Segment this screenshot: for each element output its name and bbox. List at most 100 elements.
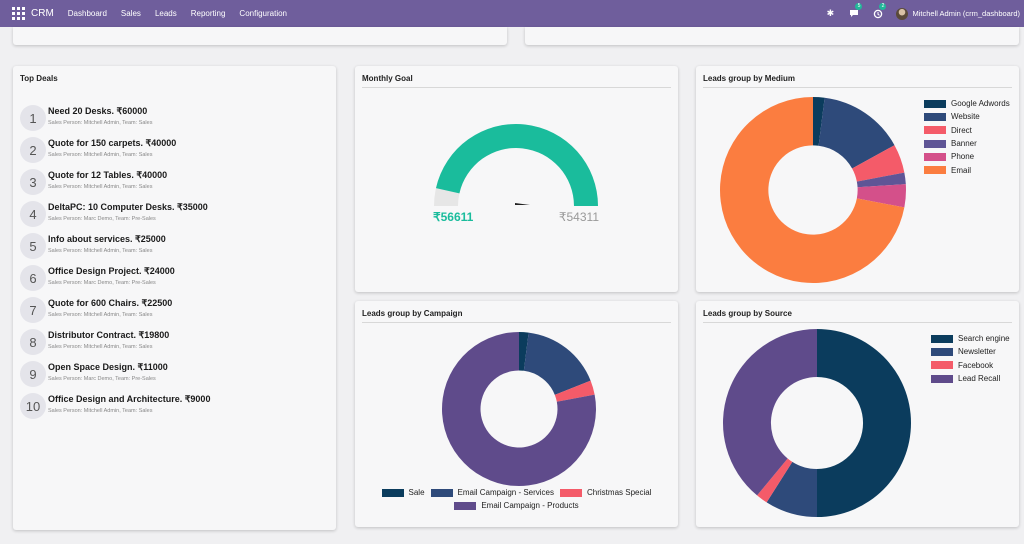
leads-campaign-title: Leads group by Campaign bbox=[362, 309, 463, 318]
monthly-goal-title: Monthly Goal bbox=[362, 74, 413, 83]
deal-item[interactable]: 5 Info about services. ₹25000 Sales Person… bbox=[20, 230, 320, 260]
legend-label: Banner bbox=[951, 139, 977, 149]
deal-item[interactable]: 1 Need 20 Desks. ₹60000 Sales Person: Mitc… bbox=[20, 102, 320, 132]
deal-title: DeltaPC: 10 Computer Desks. ₹35000 bbox=[48, 202, 208, 212]
deal-rank: 4 bbox=[20, 201, 46, 227]
legend-swatch bbox=[454, 501, 477, 510]
slice-google-adwords[interactable] bbox=[813, 97, 825, 146]
menu-dashboard[interactable]: Dashboard bbox=[67, 9, 107, 18]
legend-label: Email Campaign - Services bbox=[457, 488, 555, 498]
deal-item[interactable]: 8 Distributor Contract. ₹19800 Sales Perso… bbox=[20, 326, 320, 356]
leads-source-donut bbox=[723, 329, 911, 517]
legend-item[interactable]: Website bbox=[924, 110, 1010, 123]
goal-achieved-value: ₹56611 bbox=[433, 210, 474, 224]
divider bbox=[703, 322, 1012, 323]
menu-reporting[interactable]: Reporting bbox=[190, 9, 226, 18]
divider bbox=[703, 87, 1012, 88]
deal-rank: 2 bbox=[20, 137, 46, 163]
deal-subtitle: Sales Person: Marc Demo, Team: Pre-Sales bbox=[48, 376, 156, 382]
deal-subtitle: Sales Person: Mitchell Admin, Team: Sale… bbox=[48, 248, 153, 254]
menu-sales[interactable]: Sales bbox=[120, 9, 141, 18]
monthly-goal-card: Monthly Goal ₹56611 ₹54311 bbox=[355, 66, 678, 292]
avatar bbox=[896, 7, 909, 20]
deal-item[interactable]: 6 Office Design Project. ₹24000 Sales Pers… bbox=[20, 262, 320, 292]
legend-label: Sale bbox=[408, 488, 425, 498]
deal-title: Open Space Design. ₹11000 bbox=[48, 362, 168, 372]
activities-icon[interactable]: 2 bbox=[872, 2, 887, 20]
legend-label: Website bbox=[951, 112, 980, 122]
slice-sale[interactable] bbox=[519, 332, 529, 371]
menu-configuration[interactable]: Configuration bbox=[239, 9, 288, 18]
leads-source-card: Leads group by Source Search engine Newsl… bbox=[696, 301, 1019, 527]
slice-phone[interactable] bbox=[856, 184, 906, 208]
legend-item[interactable]: Email bbox=[924, 163, 1010, 176]
previous-card-right bbox=[525, 27, 1019, 45]
legend-label: Email bbox=[951, 165, 972, 175]
deal-title: Office Design Project. ₹24000 bbox=[48, 266, 175, 276]
goal-target-value: ₹54311 bbox=[559, 210, 599, 224]
slice-website[interactable] bbox=[818, 97, 895, 169]
divider bbox=[362, 322, 671, 323]
leads-campaign-legend: Sale Email Campaign - Services Christmas S… bbox=[365, 486, 668, 513]
deal-item[interactable]: 2 Quote for 150 carpets. ₹40000 Sales Pers… bbox=[20, 134, 320, 164]
user-menu[interactable]: Mitchell Admin (crm_dashboard) bbox=[896, 7, 1020, 20]
deal-title: Need 20 Desks. ₹60000 bbox=[48, 106, 148, 116]
deal-rank: 8 bbox=[20, 329, 46, 355]
bug-icon[interactable]: ✱ bbox=[826, 8, 835, 18]
legend-item[interactable]: Google Adwords bbox=[924, 97, 1010, 110]
legend-label: Google Adwords bbox=[951, 99, 1010, 109]
slice-email-campaign-products[interactable] bbox=[442, 332, 596, 486]
leads-medium-card: Leads group by Medium Google Adwords Webs… bbox=[696, 66, 1019, 292]
deal-item[interactable]: 7 Quote for 600 Chairs. ₹22500 Sales Perso… bbox=[20, 294, 320, 324]
slice-christmas-special[interactable] bbox=[554, 380, 595, 402]
legend-swatch bbox=[931, 347, 953, 356]
slice-banner[interactable] bbox=[856, 172, 906, 188]
legend-item[interactable]: Phone bbox=[924, 150, 1010, 163]
legend-item[interactable]: Email Campaign - Products bbox=[454, 499, 579, 512]
menu-leads[interactable]: Leads bbox=[154, 9, 177, 18]
apps-menu-icon[interactable] bbox=[10, 6, 26, 22]
legend-item[interactable]: Search engine bbox=[931, 332, 1010, 345]
slice-direct[interactable] bbox=[852, 145, 905, 182]
slice-facebook[interactable] bbox=[757, 458, 793, 503]
legend-swatch bbox=[430, 488, 453, 497]
legend-item[interactable]: Banner bbox=[924, 137, 1010, 150]
slice-search-engine[interactable] bbox=[817, 329, 911, 517]
gauge-needle bbox=[515, 203, 530, 205]
activities-badge: 2 bbox=[879, 2, 887, 10]
deal-title: Quote for 600 Chairs. ₹22500 bbox=[48, 298, 173, 308]
app-brand[interactable]: CRM bbox=[31, 8, 54, 19]
legend-item[interactable]: Lead Recall bbox=[931, 372, 1010, 385]
legend-item[interactable]: Newsletter bbox=[931, 345, 1010, 358]
leads-medium-donut bbox=[720, 97, 906, 283]
previous-card-left bbox=[13, 27, 507, 45]
legend-item[interactable]: Sale bbox=[381, 486, 425, 499]
messages-icon[interactable]: 5 bbox=[848, 2, 863, 20]
legend-label: Email Campaign - Products bbox=[481, 501, 579, 511]
deal-item[interactable]: 3 Quote for 12 Tables. ₹40000 Sales Person… bbox=[20, 166, 320, 196]
top-navbar: CRM Dashboard Sales Leads Reporting Conf… bbox=[0, 0, 1024, 27]
legend-swatch bbox=[931, 361, 953, 370]
deal-subtitle: Sales Person: Marc Demo, Team: Pre-Sales bbox=[48, 216, 156, 222]
monthly-goal-gauge: ₹56611 ₹54311 bbox=[433, 124, 599, 224]
legend-item[interactable]: Direct bbox=[924, 124, 1010, 137]
slice-email[interactable] bbox=[720, 97, 905, 283]
legend-item[interactable]: Facebook bbox=[931, 359, 1010, 372]
deal-item[interactable]: 10 Office Design and Architecture. ₹9000 S… bbox=[20, 390, 320, 420]
deal-subtitle: Sales Person: Mitchell Admin, Team: Sale… bbox=[48, 184, 153, 190]
legend-swatch bbox=[924, 166, 946, 175]
legend-swatch bbox=[924, 112, 946, 121]
deal-rank: 3 bbox=[20, 169, 46, 195]
deal-subtitle: Sales Person: Mitchell Admin, Team: Sale… bbox=[48, 408, 153, 414]
deal-item[interactable]: 4 DeltaPC: 10 Computer Desks. ₹35000 Sales… bbox=[20, 198, 320, 228]
legend-swatch bbox=[924, 126, 946, 135]
deal-item[interactable]: 9 Open Space Design. ₹11000 Sales Person: … bbox=[20, 358, 320, 388]
systray: ✱ 5 2 Mitchell Admin (crm_dashboard) bbox=[824, 0, 1020, 27]
leads-source-title: Leads group by Source bbox=[703, 309, 792, 318]
legend-item[interactable]: Christmas Special bbox=[560, 486, 651, 499]
top-deals-card: Top Deals 1 Need 20 Desks. ₹60000 Sales Pe… bbox=[13, 66, 336, 530]
slice-newsletter[interactable] bbox=[766, 461, 817, 517]
slice-email-campaign-services[interactable] bbox=[523, 332, 591, 395]
legend-item[interactable]: Email Campaign - Services bbox=[430, 486, 555, 499]
slice-lead-recall[interactable] bbox=[723, 329, 817, 496]
